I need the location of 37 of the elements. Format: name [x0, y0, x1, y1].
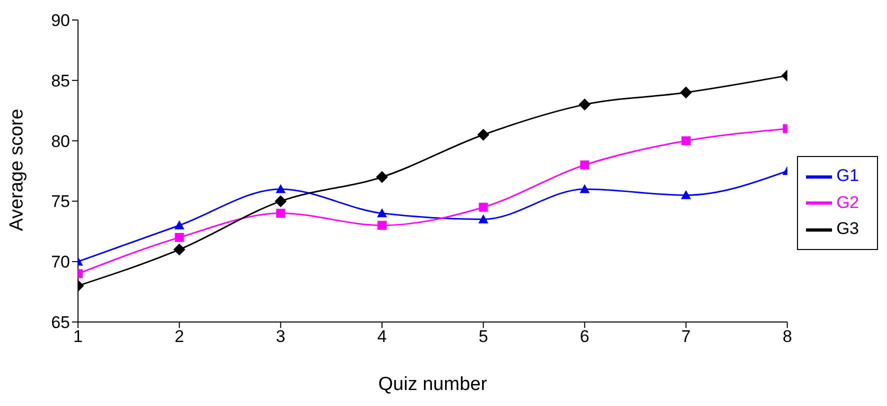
point [376, 208, 387, 218]
x-tick-label: 6 [580, 327, 590, 346]
point [276, 184, 286, 194]
point [578, 98, 591, 111]
y-tick-label: 75 [51, 192, 70, 212]
point [680, 86, 692, 98]
point [478, 202, 488, 212]
y-tick-label: 65 [51, 313, 70, 332]
x-tick-label: 7 [681, 327, 691, 346]
x-tick-label: 1 [73, 327, 83, 346]
point [173, 244, 186, 256]
y-tick-label: 80 [51, 132, 70, 151]
point [174, 232, 184, 242]
point [580, 160, 590, 170]
legend-label: G2 [836, 192, 859, 212]
y-tick-label: 90 [51, 11, 70, 30]
point [174, 220, 184, 230]
point [580, 184, 590, 194]
point [680, 190, 691, 200]
point [274, 195, 287, 208]
legend-label: G3 [836, 219, 859, 238]
x-tick-label: 3 [276, 327, 286, 346]
x-tick-label: 5 [478, 327, 488, 346]
y-axis-title: Average score [6, 108, 28, 231]
point [478, 214, 488, 224]
legend-label: G1 [836, 166, 859, 186]
x-tick-label: 8 [782, 327, 792, 346]
point [681, 136, 690, 146]
point [276, 208, 286, 218]
point [377, 220, 386, 230]
point [477, 128, 490, 141]
point [376, 171, 388, 184]
y-tick-label: 85 [51, 71, 70, 90]
y-tick-label: 70 [51, 252, 70, 272]
x-tick-label: 4 [377, 327, 387, 346]
x-tick-label: 2 [174, 327, 184, 346]
x-axis-title: Quiz number [378, 374, 488, 395]
